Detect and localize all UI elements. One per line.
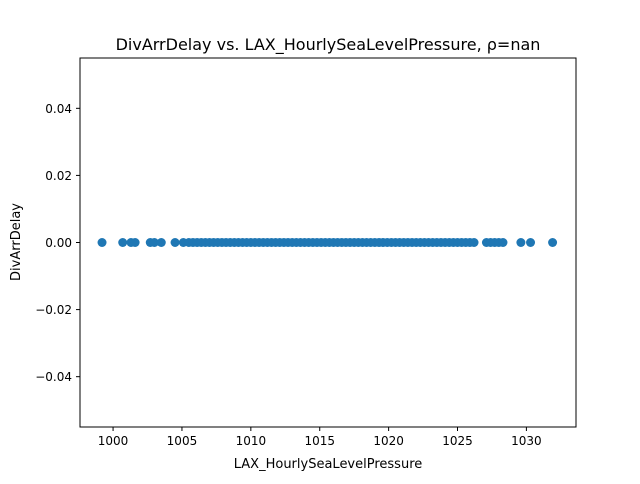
scatter-point	[548, 238, 558, 247]
x-tick-label: 1010	[236, 434, 267, 448]
x-tick-label: 1015	[304, 434, 335, 448]
scatter-point	[118, 238, 128, 247]
x-tick-label: 1005	[167, 434, 198, 448]
scatter-point	[156, 238, 166, 247]
scatter-point	[516, 238, 526, 247]
y-tick-label: 0.04	[45, 102, 72, 116]
x-tick-label: 1000	[98, 434, 129, 448]
scatter-point	[170, 238, 180, 247]
scatter-point	[130, 238, 140, 247]
y-axis: 0.04 0.02 0.00 −0.02 −0.04	[35, 102, 80, 384]
x-axis: 1000 1005 1010 1015 1020 1025 1030	[98, 427, 542, 448]
scatter-points	[97, 238, 558, 247]
scatter-point	[97, 238, 107, 247]
scatter-point	[526, 238, 536, 247]
x-axis-label: LAX_HourlySeaLevelPressure	[234, 457, 423, 472]
scatter-point	[149, 238, 159, 247]
x-tick-label: 1025	[442, 434, 473, 448]
y-tick-label: 0.02	[45, 169, 72, 183]
y-tick-label: −0.02	[35, 303, 72, 317]
y-tick-label: −0.04	[35, 370, 72, 384]
x-tick-label: 1030	[511, 434, 542, 448]
chart-title: DivArrDelay vs. LAX_HourlySeaLevelPressu…	[116, 35, 541, 55]
y-axis-label: DivArrDelay	[9, 203, 24, 281]
x-tick-label: 1020	[373, 434, 404, 448]
scatter-point	[469, 238, 479, 247]
scatter-point	[498, 238, 508, 247]
y-tick-label: 0.00	[45, 236, 72, 250]
